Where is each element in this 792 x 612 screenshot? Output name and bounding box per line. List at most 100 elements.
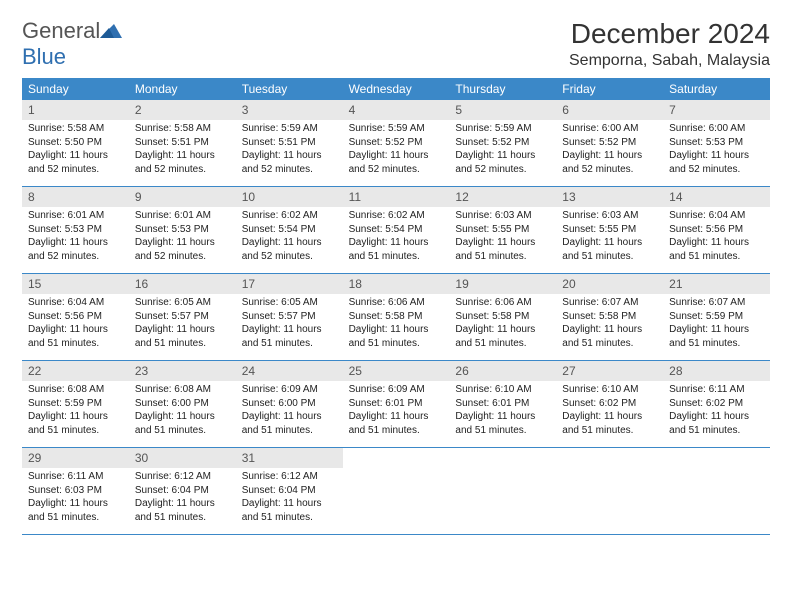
sunset-text: Sunset: 5:59 PM <box>28 397 125 411</box>
day-number: 14 <box>663 187 770 207</box>
day-body: Sunrise: 5:59 AMSunset: 5:52 PMDaylight:… <box>343 122 450 176</box>
day-number: 30 <box>129 448 236 468</box>
day-body: Sunrise: 6:08 AMSunset: 5:59 PMDaylight:… <box>22 383 129 437</box>
sunset-text: Sunset: 5:58 PM <box>562 310 659 324</box>
day-cell: 30Sunrise: 6:12 AMSunset: 6:04 PMDayligh… <box>129 448 236 534</box>
sunset-text: Sunset: 5:53 PM <box>135 223 232 237</box>
logo-text-1: General <box>22 18 100 43</box>
weekday-header: Monday <box>129 78 236 100</box>
day-body: Sunrise: 6:12 AMSunset: 6:04 PMDaylight:… <box>236 470 343 524</box>
day-cell: 16Sunrise: 6:05 AMSunset: 5:57 PMDayligh… <box>129 274 236 360</box>
sunrise-text: Sunrise: 6:10 AM <box>455 383 552 397</box>
sunset-text: Sunset: 6:02 PM <box>562 397 659 411</box>
day-body: Sunrise: 5:59 AMSunset: 5:52 PMDaylight:… <box>449 122 556 176</box>
day-cell: 26Sunrise: 6:10 AMSunset: 6:01 PMDayligh… <box>449 361 556 447</box>
day-number: 9 <box>129 187 236 207</box>
day-body: Sunrise: 6:00 AMSunset: 5:52 PMDaylight:… <box>556 122 663 176</box>
day-number: 20 <box>556 274 663 294</box>
day-cell-empty <box>449 448 556 534</box>
logo-text-2: Blue <box>22 44 66 69</box>
sunset-text: Sunset: 6:03 PM <box>28 484 125 498</box>
day-body: Sunrise: 6:11 AMSunset: 6:03 PMDaylight:… <box>22 470 129 524</box>
day-cell: 13Sunrise: 6:03 AMSunset: 5:55 PMDayligh… <box>556 187 663 273</box>
week-row: 8Sunrise: 6:01 AMSunset: 5:53 PMDaylight… <box>22 187 770 274</box>
daylight-text: Daylight: 11 hours and 52 minutes. <box>135 149 232 176</box>
day-cell: 25Sunrise: 6:09 AMSunset: 6:01 PMDayligh… <box>343 361 450 447</box>
location: Semporna, Sabah, Malaysia <box>569 52 770 70</box>
day-number: 8 <box>22 187 129 207</box>
day-cell: 19Sunrise: 6:06 AMSunset: 5:58 PMDayligh… <box>449 274 556 360</box>
sunset-text: Sunset: 5:57 PM <box>242 310 339 324</box>
daylight-text: Daylight: 11 hours and 51 minutes. <box>562 323 659 350</box>
sunset-text: Sunset: 5:56 PM <box>669 223 766 237</box>
daylight-text: Daylight: 11 hours and 51 minutes. <box>28 410 125 437</box>
day-body: Sunrise: 6:04 AMSunset: 5:56 PMDaylight:… <box>663 209 770 263</box>
daylight-text: Daylight: 11 hours and 52 minutes. <box>135 236 232 263</box>
sunrise-text: Sunrise: 6:01 AM <box>135 209 232 223</box>
sunrise-text: Sunrise: 6:04 AM <box>669 209 766 223</box>
sunset-text: Sunset: 5:54 PM <box>349 223 446 237</box>
sunrise-text: Sunrise: 6:03 AM <box>562 209 659 223</box>
week-row: 1Sunrise: 5:58 AMSunset: 5:50 PMDaylight… <box>22 100 770 187</box>
logo: General Blue <box>22 18 122 70</box>
sunset-text: Sunset: 5:53 PM <box>28 223 125 237</box>
sunset-text: Sunset: 5:58 PM <box>455 310 552 324</box>
day-body: Sunrise: 6:10 AMSunset: 6:01 PMDaylight:… <box>449 383 556 437</box>
day-number: 25 <box>343 361 450 381</box>
daylight-text: Daylight: 11 hours and 51 minutes. <box>135 323 232 350</box>
daylight-text: Daylight: 11 hours and 52 minutes. <box>349 149 446 176</box>
daylight-text: Daylight: 11 hours and 51 minutes. <box>242 323 339 350</box>
sunrise-text: Sunrise: 6:10 AM <box>562 383 659 397</box>
weekday-header: Wednesday <box>343 78 450 100</box>
daylight-text: Daylight: 11 hours and 51 minutes. <box>455 323 552 350</box>
sunset-text: Sunset: 5:51 PM <box>242 136 339 150</box>
day-body: Sunrise: 6:09 AMSunset: 6:00 PMDaylight:… <box>236 383 343 437</box>
sunrise-text: Sunrise: 6:06 AM <box>349 296 446 310</box>
day-cell: 7Sunrise: 6:00 AMSunset: 5:53 PMDaylight… <box>663 100 770 186</box>
title-block: December 2024 Semporna, Sabah, Malaysia <box>569 18 770 70</box>
sunset-text: Sunset: 6:00 PM <box>242 397 339 411</box>
sunset-text: Sunset: 6:01 PM <box>349 397 446 411</box>
sunrise-text: Sunrise: 6:09 AM <box>242 383 339 397</box>
day-body: Sunrise: 6:04 AMSunset: 5:56 PMDaylight:… <box>22 296 129 350</box>
sunset-text: Sunset: 5:52 PM <box>562 136 659 150</box>
day-cell: 18Sunrise: 6:06 AMSunset: 5:58 PMDayligh… <box>343 274 450 360</box>
day-body: Sunrise: 6:07 AMSunset: 5:59 PMDaylight:… <box>663 296 770 350</box>
day-cell: 20 Sunrise: 6:07 AMSunset: 5:58 PMDayligh… <box>556 274 663 360</box>
logo-text: General Blue <box>22 18 122 70</box>
day-number: 1 <box>22 100 129 120</box>
day-cell: 21Sunrise: 6:07 AMSunset: 5:59 PMDayligh… <box>663 274 770 360</box>
day-cell: 10Sunrise: 6:02 AMSunset: 5:54 PMDayligh… <box>236 187 343 273</box>
sunset-text: Sunset: 5:52 PM <box>455 136 552 150</box>
day-cell: 8Sunrise: 6:01 AMSunset: 5:53 PMDaylight… <box>22 187 129 273</box>
logo-mark-icon <box>100 22 122 38</box>
daylight-text: Daylight: 11 hours and 51 minutes. <box>562 236 659 263</box>
weekday-header: Sunday <box>22 78 129 100</box>
daylight-text: Daylight: 11 hours and 51 minutes. <box>135 410 232 437</box>
header: General Blue December 2024 Semporna, Sab… <box>22 18 770 70</box>
day-body: Sunrise: 5:58 AMSunset: 5:50 PMDaylight:… <box>22 122 129 176</box>
day-body: Sunrise: 6:09 AMSunset: 6:01 PMDaylight:… <box>343 383 450 437</box>
sunrise-text: Sunrise: 6:04 AM <box>28 296 125 310</box>
sunset-text: Sunset: 5:53 PM <box>669 136 766 150</box>
day-body: Sunrise: 6:05 AMSunset: 5:57 PMDaylight:… <box>236 296 343 350</box>
week-row: 29Sunrise: 6:11 AMSunset: 6:03 PMDayligh… <box>22 448 770 535</box>
day-cell: 3Sunrise: 5:59 AMSunset: 5:51 PMDaylight… <box>236 100 343 186</box>
day-number: 2 <box>129 100 236 120</box>
day-number: 7 <box>663 100 770 120</box>
daylight-text: Daylight: 11 hours and 51 minutes. <box>135 497 232 524</box>
daylight-text: Daylight: 11 hours and 52 minutes. <box>242 236 339 263</box>
sunset-text: Sunset: 6:00 PM <box>135 397 232 411</box>
day-body: Sunrise: 6:01 AMSunset: 5:53 PMDaylight:… <box>129 209 236 263</box>
sunrise-text: Sunrise: 5:59 AM <box>242 122 339 136</box>
day-cell: 2Sunrise: 5:58 AMSunset: 5:51 PMDaylight… <box>129 100 236 186</box>
day-body: Sunrise: 6:02 AMSunset: 5:54 PMDaylight:… <box>236 209 343 263</box>
day-cell-empty <box>556 448 663 534</box>
day-body: Sunrise: 6:03 AMSunset: 5:55 PMDaylight:… <box>449 209 556 263</box>
day-number: 6 <box>556 100 663 120</box>
sunrise-text: Sunrise: 6:07 AM <box>562 296 659 310</box>
daylight-text: Daylight: 11 hours and 51 minutes. <box>242 497 339 524</box>
day-cell: 14Sunrise: 6:04 AMSunset: 5:56 PMDayligh… <box>663 187 770 273</box>
weekday-header: Tuesday <box>236 78 343 100</box>
sunset-text: Sunset: 5:55 PM <box>455 223 552 237</box>
